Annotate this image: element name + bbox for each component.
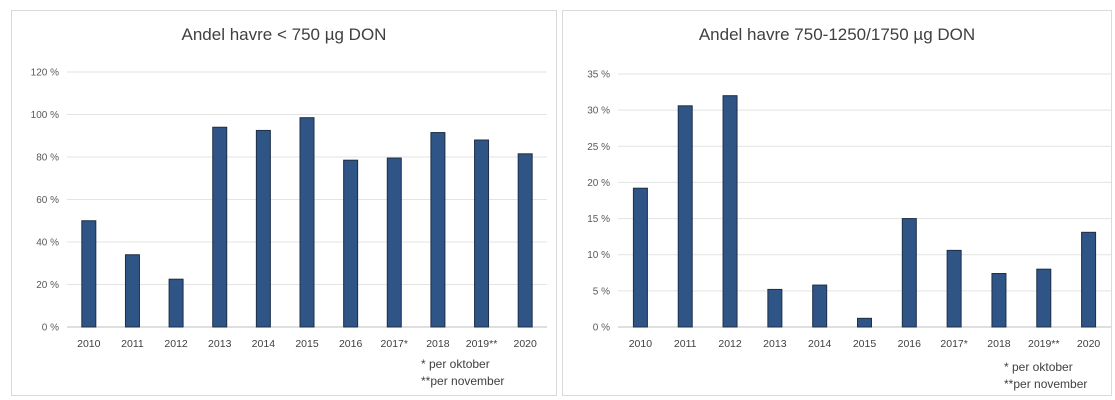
bar [255, 129, 271, 328]
x-tick-label: 2014 [808, 338, 832, 350]
x-tick-label: 2017* [381, 338, 408, 350]
x-tick-label: 2013 [208, 338, 232, 350]
bar [857, 317, 872, 328]
y-tick-label: 40 % [36, 238, 59, 249]
x-tick-label: 2012 [718, 338, 742, 350]
x-tick-label: 2010 [77, 338, 101, 350]
chart-panel-left: Andel havre < 750 µg DON 0 % 20 % 40 % 60 %… [11, 10, 557, 396]
footnote: * per oktober [1004, 360, 1073, 374]
y-tick-label: 35 % [587, 70, 610, 81]
bar [632, 187, 648, 328]
bar [430, 132, 446, 328]
y-tick-label: 60 % [36, 195, 59, 206]
y-tick-label: 100 % [31, 110, 59, 121]
bar [124, 254, 140, 328]
bar-chart-right: 0 % 5 % 10 % 15 % 20 % 25 % 30 % 35 % 2010 2011 20… [587, 70, 1111, 350]
x-tick-label: 2016 [339, 338, 363, 350]
x-tick-label: 2019** [1028, 338, 1060, 350]
chart-title: Andel havre < 750 µg DON [181, 25, 387, 44]
x-tick-label: 2011 [121, 338, 144, 350]
x-tick-label: 2015 [853, 338, 877, 350]
y-tick-label: 10 % [587, 250, 610, 261]
y-tick-label: 0 % [593, 323, 610, 334]
x-tick-label: 2017* [940, 338, 967, 350]
bar [901, 218, 917, 328]
footnote: * per oktober [421, 357, 490, 371]
y-tick-label: 5 % [593, 286, 610, 297]
bar [474, 139, 490, 328]
bar [386, 157, 402, 328]
chart-panel-right: Andel havre 750-1250/1750 µg DON 0 % 5 % 1… [562, 10, 1112, 396]
bar-chart-left: 0 % 20 % 40 % 60 % 80 % 100 % 120 % 2010 2011 201… [31, 68, 547, 350]
bar [677, 105, 693, 328]
x-tick-label: 2013 [763, 338, 787, 350]
x-tick-label: 2016 [898, 338, 922, 350]
bar [1081, 231, 1097, 328]
x-tick-label: 2018 [987, 338, 1011, 350]
bar [812, 284, 828, 328]
bar [946, 249, 962, 328]
bar [343, 159, 359, 328]
bar [1036, 268, 1052, 328]
footnotes: * per oktober **per november [421, 356, 504, 390]
x-tick-label: 2014 [252, 338, 276, 350]
y-tick-label: 20 % [587, 178, 610, 189]
bar [517, 153, 533, 328]
x-tick-label: 2015 [295, 338, 319, 350]
y-tick-label: 80 % [36, 153, 59, 164]
bar [991, 273, 1007, 328]
bar [722, 95, 738, 328]
x-tick-label: 2010 [629, 338, 653, 350]
x-tick-label: 2019** [466, 338, 498, 350]
y-tick-label: 20 % [36, 280, 59, 291]
x-tick-label: 2018 [426, 338, 450, 350]
x-tick-label: 2011 [674, 338, 697, 350]
y-tick-label: 25 % [587, 142, 610, 153]
y-tick-label: 0 % [42, 323, 59, 334]
bar [299, 117, 315, 328]
bar [212, 126, 228, 328]
footnote: **per november [421, 374, 505, 388]
y-tick-label: 120 % [31, 68, 59, 79]
bar [168, 278, 184, 328]
bar [767, 288, 783, 328]
chart-title: Andel havre 750-1250/1750 µg DON [698, 25, 976, 44]
x-tick-label: 2012 [164, 338, 188, 350]
footnote: **per november [1004, 377, 1088, 391]
footnotes: * per oktober **per november [1004, 359, 1087, 393]
y-tick-label: 30 % [587, 106, 610, 117]
bar [81, 220, 97, 328]
y-tick-label: 15 % [587, 214, 610, 225]
x-tick-label: 2020 [514, 338, 538, 350]
x-tick-label: 2020 [1077, 338, 1101, 350]
